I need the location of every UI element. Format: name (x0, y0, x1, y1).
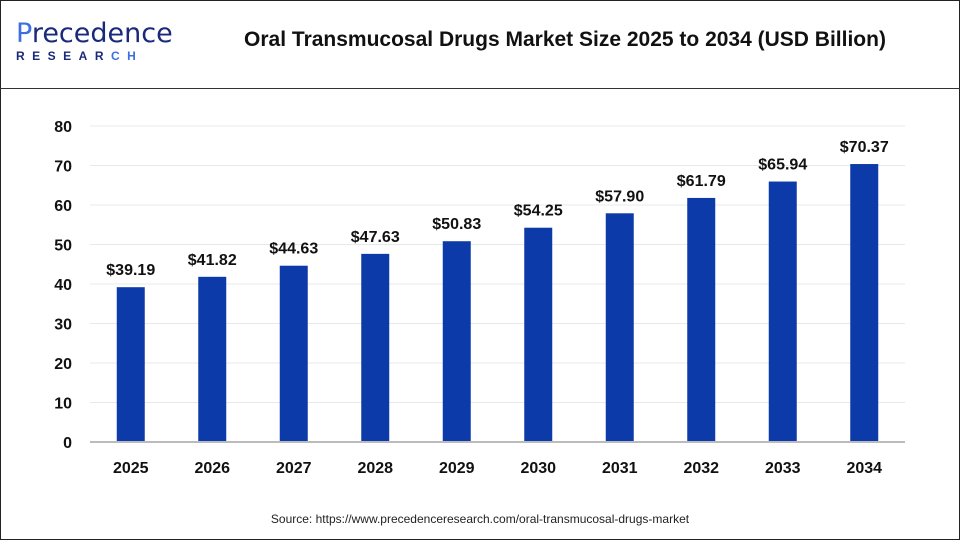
data-label: $41.82 (188, 252, 237, 269)
y-tick-label: 10 (54, 396, 72, 413)
logo-text-bottom: RESEARCH (16, 49, 144, 63)
bar-2027 (279, 265, 308, 442)
data-label: $39.19 (106, 262, 155, 279)
source-note: Source: https://www.precedenceresearch.c… (270, 512, 690, 526)
y-tick-label: 40 (54, 277, 72, 294)
y-tick-label: 80 (54, 119, 72, 136)
bar-2028 (361, 253, 390, 442)
x-tick-label: 2026 (194, 460, 230, 477)
y-tick-label: 60 (54, 198, 72, 215)
chart-title: Oral Transmucosal Drugs Market Size 2025… (244, 28, 886, 51)
data-label: $61.79 (677, 173, 726, 190)
data-label: $57.90 (595, 188, 644, 205)
x-tick-label: 2030 (520, 460, 556, 477)
data-label: $44.63 (269, 241, 318, 258)
logo-text-top: Precedence (16, 18, 173, 49)
x-tick-label: 2033 (765, 460, 801, 477)
x-tick-label: 2032 (683, 460, 719, 477)
bar-2031 (605, 213, 634, 442)
x-tick-label: 2025 (113, 460, 149, 477)
bar-2025 (116, 287, 145, 442)
bar-2034 (850, 164, 879, 442)
y-tick-label: 30 (54, 317, 72, 334)
data-label: $50.83 (432, 216, 481, 233)
data-label: $47.63 (351, 229, 400, 246)
x-tick-label: 2029 (439, 460, 475, 477)
y-tick-label: 70 (54, 159, 72, 176)
precedence-research-logo: Precedence RESEARCH (16, 20, 173, 63)
y-tick-label: 20 (54, 356, 72, 373)
bar-2026 (198, 276, 227, 442)
bar-2029 (442, 241, 471, 442)
data-label: $65.94 (758, 157, 807, 174)
bar-2032 (687, 197, 716, 442)
y-tick-label: 50 (54, 238, 72, 255)
x-tick-label: 2034 (846, 460, 882, 477)
y-tick-label: 0 (63, 435, 72, 452)
data-label: $70.37 (840, 139, 889, 156)
x-tick-label: 2027 (276, 460, 312, 477)
x-tick-label: 2031 (602, 460, 638, 477)
x-tick-label: 2028 (357, 460, 393, 477)
data-label: $54.25 (514, 203, 563, 220)
bar-2033 (768, 181, 797, 443)
bar-2030 (524, 227, 553, 442)
header-divider (0, 88, 960, 89)
